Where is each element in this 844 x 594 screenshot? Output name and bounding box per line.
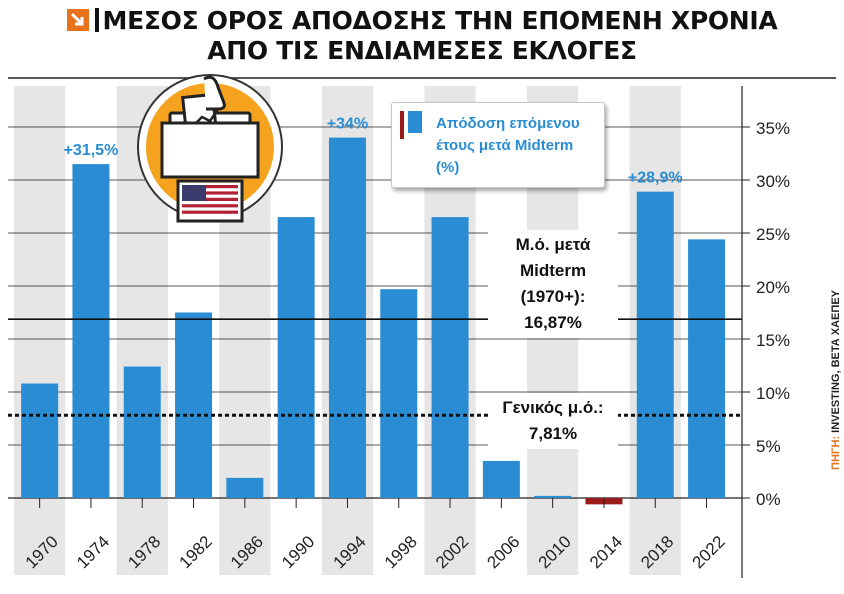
source-prefix: ΠΗΓΗ: xyxy=(830,435,842,470)
midterm-average-label: Midterm xyxy=(520,261,586,280)
x-tick-label: 1982 xyxy=(176,532,216,572)
bar-1970 xyxy=(21,383,59,498)
legend-label: Απόδοση επόμενου έτους μετά Midterm (%) xyxy=(436,115,580,176)
reference-lines xyxy=(8,318,742,417)
y-axis-ticks: 0% 5% 10% 15% 20% 25% 30% 35% xyxy=(741,86,790,578)
y-tick-label: 25% xyxy=(756,225,790,244)
x-tick-label: 2014 xyxy=(586,532,626,572)
x-tick-label: 2022 xyxy=(689,532,729,572)
reference-label-bg xyxy=(488,393,618,449)
reference-label-bg xyxy=(488,230,618,338)
midterm-average-label: 16,87% xyxy=(524,313,582,332)
title-line-2: ΑΠΟ ΤΙΣ ΕΝΔΙΑΜΕΣΕΣ ΕΚΛΟΓΕΣ xyxy=(207,36,637,65)
us-flag-icon xyxy=(182,185,238,217)
bar-2018 xyxy=(636,191,674,498)
title-separator xyxy=(94,8,99,32)
bar-1978 xyxy=(123,366,161,498)
x-tick-label: 1974 xyxy=(73,532,113,572)
bar-1994 xyxy=(328,137,366,498)
x-tick-label: 1998 xyxy=(381,532,421,572)
data-labels: +31,5% +34% +28,9% xyxy=(64,116,683,187)
bar-1986 xyxy=(226,477,264,498)
bar-1982 xyxy=(175,312,213,498)
source-note: ΠΗΓΗ: INVESTING, ΒΕΤΑ ΧΑΕΠΕΥ xyxy=(830,290,842,470)
overall-average-label: Γενικός μ.ό.: xyxy=(502,398,603,417)
chart-title: ΜΕΣΟΣ ΟΡΟΣ ΑΠΟΔΟΣΗΣ ΤΗΝ ΕΠΟΜΕΝΗ ΧΡΟΝΙΑ Α… xyxy=(0,6,844,66)
data-label-2018: +28,9% xyxy=(628,170,683,187)
x-tick-label: 2006 xyxy=(483,532,523,572)
bar-2002 xyxy=(431,217,469,498)
source-text: INVESTING, ΒΕΤΑ ΧΑΕΠΕΥ xyxy=(830,290,842,433)
midterm-average-label: (1970+): xyxy=(521,287,586,306)
y-tick-label: 5% xyxy=(756,437,781,456)
x-tick-label: 1990 xyxy=(278,532,318,572)
y-tick-label: 35% xyxy=(756,119,790,138)
bar-1974 xyxy=(72,164,110,498)
midterm-average-label: Μ.ό. μετά xyxy=(516,235,591,254)
y-tick-label: 30% xyxy=(756,172,790,191)
bar-2010 xyxy=(534,495,572,498)
bar-1990 xyxy=(277,217,315,498)
y-tick-label: 0% xyxy=(756,490,781,509)
legend: Απόδοση επόμενου έτους μετά Midterm (%) xyxy=(391,102,605,188)
bars xyxy=(21,137,726,505)
legend-swatch xyxy=(408,111,422,133)
y-tick-label: 15% xyxy=(756,331,790,350)
legend-swatch-negative xyxy=(400,111,404,139)
y-tick-label: 10% xyxy=(756,384,790,403)
bar-2022 xyxy=(688,239,726,499)
overall-average-label: 7,81% xyxy=(529,424,577,443)
arrow-down-right-icon xyxy=(66,9,89,31)
ballot-box-icon xyxy=(137,74,283,223)
title-line-1: ΜΕΣΟΣ ΟΡΟΣ ΑΠΟΔΟΣΗΣ ΤΗΝ ΕΠΟΜΕΝΗ ΧΡΟΝΙΑ xyxy=(102,6,778,35)
data-label-1974: +31,5% xyxy=(64,142,119,159)
bar-2006 xyxy=(482,460,520,498)
y-tick-label: 20% xyxy=(756,278,790,297)
data-label-1994: +34% xyxy=(327,116,368,133)
bar-1998 xyxy=(380,289,418,498)
reference-line-labels: Μ.ό. μετά Midterm (1970+): 16,87% Γενικός μ.… xyxy=(488,230,618,449)
